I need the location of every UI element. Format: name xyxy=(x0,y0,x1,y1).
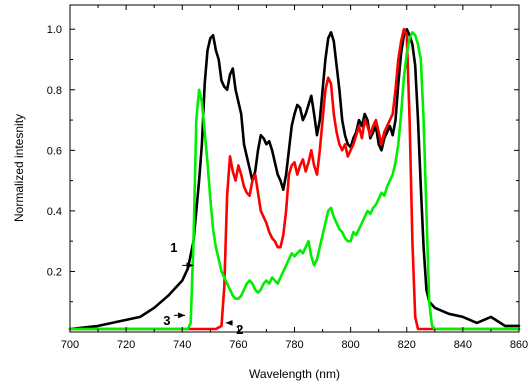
y-tick-label: 0.2 xyxy=(47,266,62,278)
y-tick-label: 0.4 xyxy=(47,206,62,218)
plot-frame xyxy=(69,4,520,333)
curve-label-3: 3 xyxy=(163,313,170,328)
series-2-line xyxy=(68,27,521,331)
y-tick-label: 1.0 xyxy=(47,24,62,36)
x-tick-label: 760 xyxy=(229,339,247,351)
x-tick-label: 820 xyxy=(398,339,416,351)
series-1-line xyxy=(68,27,521,331)
x-axis-label: Wavelength (nm) xyxy=(249,367,340,381)
axes-layer xyxy=(69,4,520,333)
x-tick-label: 700 xyxy=(61,339,79,351)
annotations: 1 2 3 xyxy=(163,240,243,337)
y-tick-label: 0.6 xyxy=(47,145,62,157)
x-tick-label: 740 xyxy=(173,339,191,351)
x-tick-label: 800 xyxy=(341,339,359,351)
x-tick-label: 840 xyxy=(454,339,472,351)
y-tick-label: 0.8 xyxy=(47,85,62,97)
x-tick-label: 720 xyxy=(117,339,135,351)
x-tick-label: 780 xyxy=(285,339,303,351)
ticks-layer: 700 720 740 760 780 800 820 840 860 0.2 0.4 0.6 0.8 1… xyxy=(47,5,528,351)
curve-label-2: 2 xyxy=(236,322,243,337)
series-3-line xyxy=(68,30,521,331)
curve-label-1: 1 xyxy=(170,240,177,255)
series-layer xyxy=(68,27,521,331)
y-axis-label: Normalized intesnity xyxy=(12,114,26,222)
x-tick-label: 860 xyxy=(510,339,528,351)
